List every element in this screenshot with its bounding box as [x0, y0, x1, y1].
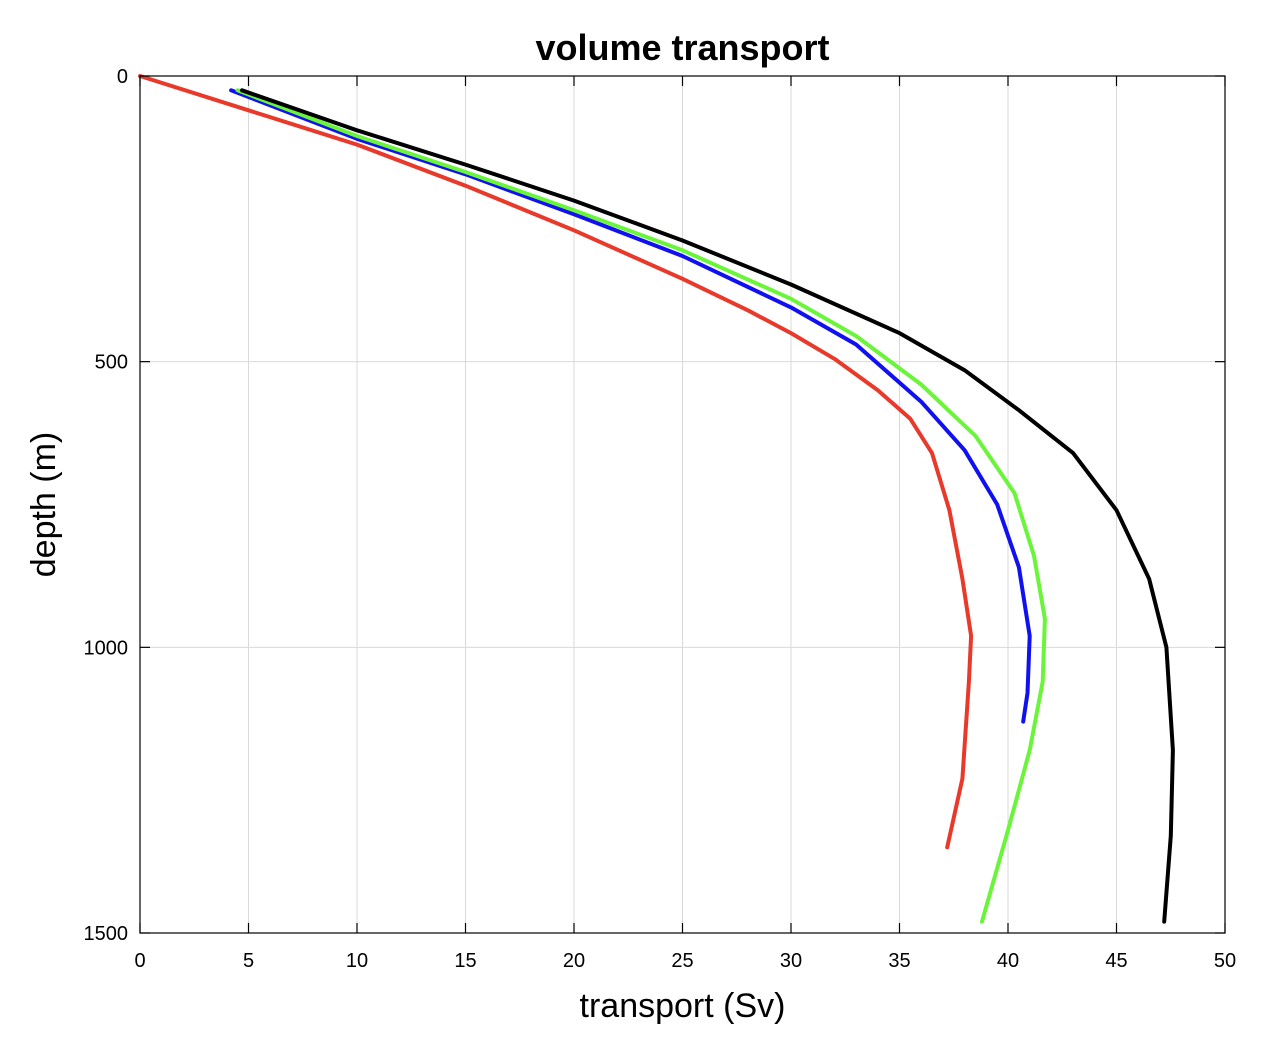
x-tick-label: 50: [1214, 950, 1236, 972]
x-tick-label: 30: [780, 950, 802, 972]
y-tick-label: 1000: [84, 637, 129, 659]
series-line-1: [138, 74, 974, 850]
x-tick-label: 45: [1105, 950, 1127, 972]
y-tick-label: 0: [117, 66, 128, 88]
series-line-2: [229, 88, 1032, 724]
y-axis-title: depth (m): [25, 432, 63, 578]
tick-layer: [139, 75, 1226, 934]
x-axis-title: transport (Sv): [580, 987, 786, 1025]
x-tick-label: 35: [888, 950, 910, 972]
y-tick-label: 500: [95, 352, 128, 374]
x-tick-label: 20: [563, 950, 585, 972]
chart-title: volume transport: [535, 27, 829, 68]
x-tick-label: 40: [997, 950, 1019, 972]
series-line-4: [240, 88, 1175, 924]
x-tick-label: 5: [243, 950, 254, 972]
x-tick-label: 10: [346, 950, 368, 972]
x-tick-label: 0: [134, 950, 145, 972]
series-layer: [138, 74, 1175, 924]
x-tick-label: 15: [454, 950, 476, 972]
y-tick-label: 1500: [84, 923, 129, 945]
x-tick-label: 25: [671, 950, 693, 972]
grid-layer: [139, 75, 1226, 934]
series-line-3: [235, 88, 1047, 924]
